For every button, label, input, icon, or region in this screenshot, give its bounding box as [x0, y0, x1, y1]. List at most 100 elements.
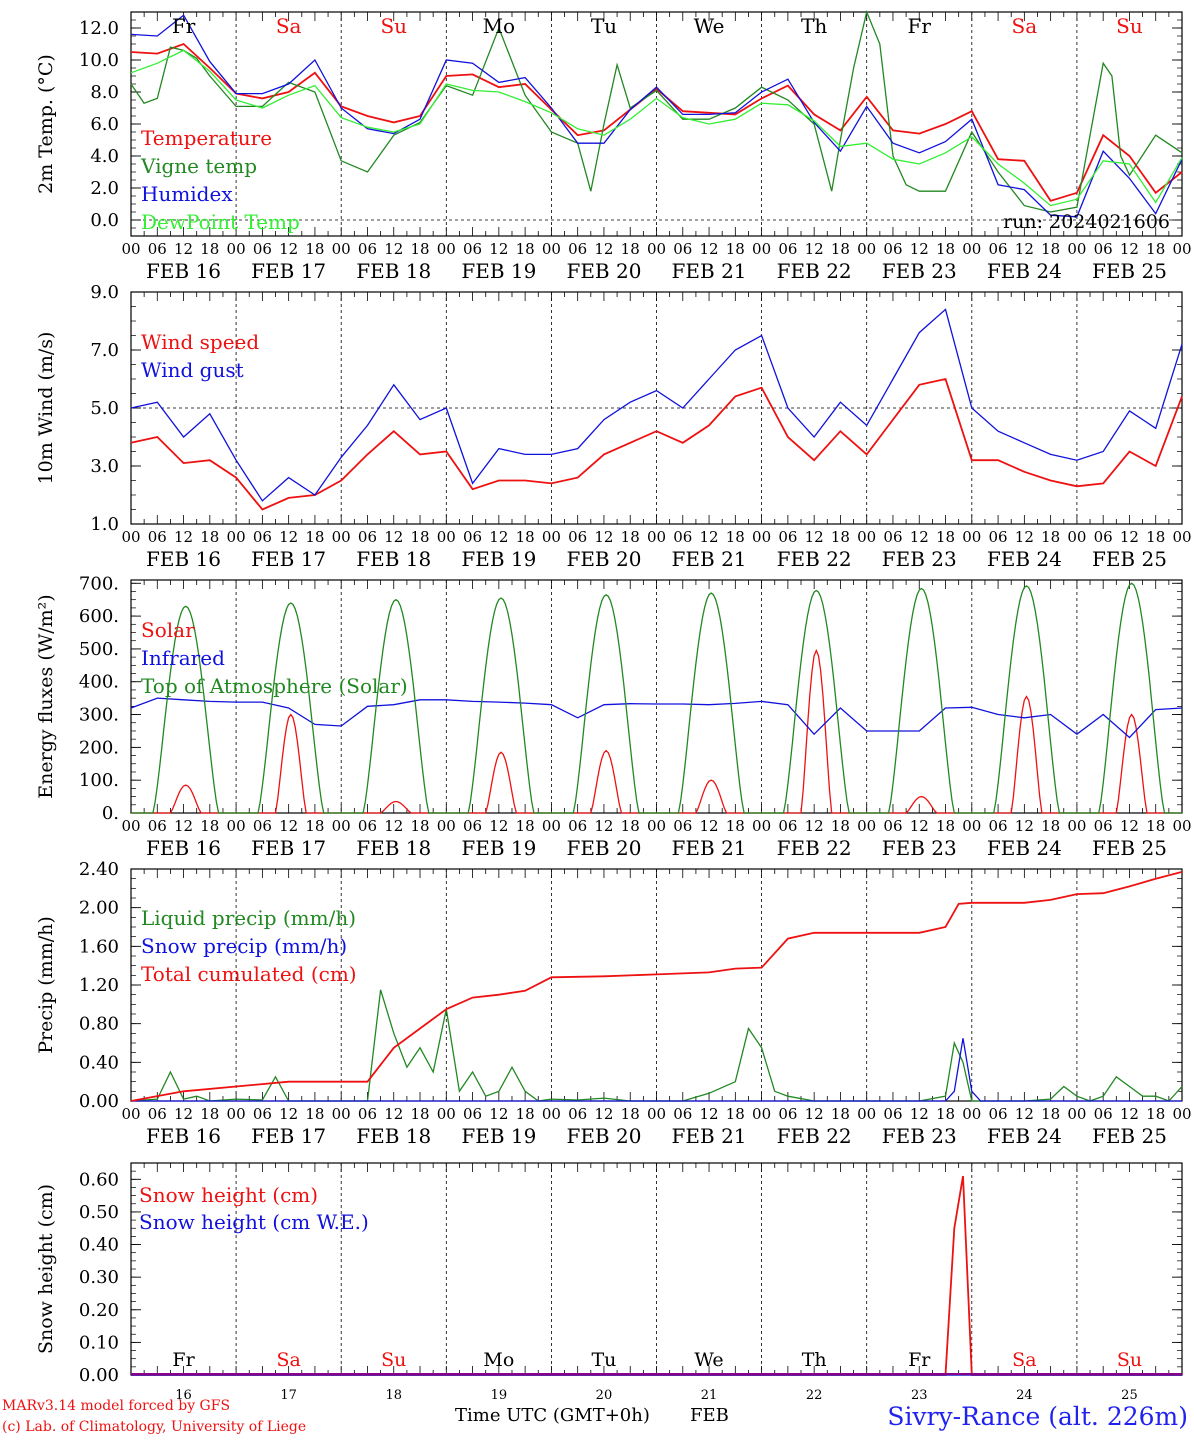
y-tick-label: 0.40	[79, 1235, 119, 1256]
hour-label: 06	[358, 240, 377, 258]
hour-label: 00	[857, 817, 876, 835]
y-axis-label: 2m Temp. (°C)	[35, 54, 57, 194]
y-tick-label: 700.	[79, 573, 119, 594]
hour-label: 06	[358, 817, 377, 835]
hour-label: 18	[1041, 528, 1060, 546]
hour-label: 12	[910, 528, 929, 546]
hour-label: 00	[647, 528, 666, 546]
hour-label: 18	[516, 240, 535, 258]
hour-label: 18	[1041, 1105, 1060, 1123]
credit-line-1: MARv3.14 model forced by GFS	[2, 1398, 231, 1414]
hour-label: 00	[962, 528, 981, 546]
day-number-label: 16	[175, 1388, 192, 1403]
y-tick-label: 3.0	[90, 456, 119, 477]
y-tick-label: 0.40	[79, 1052, 119, 1073]
weekday-label-bottom: Sa	[276, 1349, 300, 1371]
weekday-label-top: We	[694, 14, 725, 38]
hour-label: 12	[805, 528, 824, 546]
weekday-label-top: Fr	[172, 14, 196, 38]
hour-label: 12	[1120, 817, 1139, 835]
hour-label: 06	[253, 528, 272, 546]
hour-label: 06	[883, 528, 902, 546]
y-tick-label: 100.	[79, 770, 119, 791]
y-axis-label: Snow height (cm)	[35, 1184, 57, 1354]
y-tick-label: 200.	[79, 737, 119, 758]
y-tick-label: 0.	[102, 803, 119, 824]
date-label: FEB 25	[1092, 259, 1167, 283]
date-label: FEB 20	[566, 1124, 641, 1148]
hour-label: 00	[542, 1105, 561, 1123]
weekday-label-top: Mo	[483, 14, 516, 38]
hour-label: 06	[883, 1105, 902, 1123]
hour-label: 06	[1094, 1105, 1113, 1123]
hour-label: 00	[1172, 1105, 1191, 1123]
hour-label: 06	[148, 528, 167, 546]
hour-label: 06	[358, 1105, 377, 1123]
hour-label: 06	[1094, 817, 1113, 835]
panel-frame-temperature	[130, 11, 1183, 237]
date-label: FEB 18	[356, 259, 431, 283]
date-label: FEB 17	[251, 836, 326, 860]
y-tick-label: 0.60	[79, 1169, 119, 1190]
weekday-label-bottom: We	[694, 1349, 723, 1371]
y-tick-label: 0.0	[90, 210, 119, 231]
date-label: FEB 19	[461, 259, 536, 283]
hour-label: 00	[1172, 817, 1191, 835]
hour-label: 00	[542, 528, 561, 546]
date-label: FEB 22	[777, 547, 852, 571]
legend-entry: Temperature	[141, 126, 272, 150]
hour-label: 18	[831, 1105, 850, 1123]
hour-label: 06	[148, 240, 167, 258]
date-label: FEB 21	[672, 836, 747, 860]
hour-label: 18	[621, 1105, 640, 1123]
y-tick-label: 0.20	[79, 1300, 119, 1321]
hour-label: 18	[200, 1105, 219, 1123]
hour-label: 06	[673, 817, 692, 835]
y-axis-label: Energy fluxes (W/m²)	[35, 594, 57, 798]
date-label: FEB 23	[882, 836, 957, 860]
hour-label: 00	[437, 817, 456, 835]
hour-label: 00	[1067, 240, 1086, 258]
day-number-label: 20	[596, 1388, 613, 1403]
hour-label: 00	[437, 240, 456, 258]
hour-label: 00	[857, 1105, 876, 1123]
hour-label: 00	[752, 240, 771, 258]
hour-label: 12	[174, 528, 193, 546]
hour-label: 00	[647, 240, 666, 258]
series-line-dewpoint-temp	[130, 49, 1183, 207]
weekday-label-top: Sa	[1012, 14, 1038, 38]
hour-label: 06	[253, 817, 272, 835]
day-number-label: 24	[1016, 1388, 1033, 1403]
hour-label: 18	[1041, 817, 1060, 835]
date-label: FEB 18	[356, 836, 431, 860]
hour-label: 06	[778, 240, 797, 258]
day-number-label: 17	[280, 1388, 297, 1403]
date-label: FEB 22	[777, 1124, 852, 1148]
day-number-label: 25	[1121, 1388, 1138, 1403]
hour-label: 12	[700, 1105, 719, 1123]
hour-label: 18	[516, 1105, 535, 1123]
hour-label: 06	[673, 528, 692, 546]
date-label: FEB 24	[987, 836, 1062, 860]
series-line-wind-gust	[130, 308, 1183, 502]
hour-label: 06	[1094, 240, 1113, 258]
hour-label: 06	[568, 1105, 587, 1123]
hour-label: 06	[883, 240, 902, 258]
date-label: FEB 22	[777, 836, 852, 860]
date-label: FEB 17	[251, 1124, 326, 1148]
y-tick-label: 0.10	[79, 1332, 119, 1353]
hour-label: 00	[752, 528, 771, 546]
hour-label: 06	[148, 1105, 167, 1123]
legend-entry: DewPoint Temp	[141, 210, 300, 234]
hour-label: 06	[463, 240, 482, 258]
hour-label: 18	[1146, 240, 1165, 258]
date-label: FEB 17	[251, 259, 326, 283]
weekday-label-top: Fr	[908, 14, 932, 38]
hour-label: 00	[1172, 240, 1191, 258]
date-label: FEB 16	[146, 547, 221, 571]
legend-entry: Snow height (cm W.E.)	[139, 1210, 369, 1234]
date-label: FEB 19	[461, 547, 536, 571]
hour-label: 12	[805, 240, 824, 258]
legend-entry: Wind gust	[141, 358, 244, 382]
hour-label: 12	[594, 817, 613, 835]
